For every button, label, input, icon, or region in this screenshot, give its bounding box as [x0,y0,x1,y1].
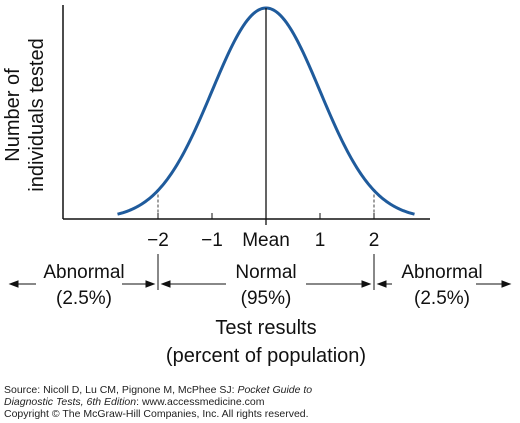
x-axis-label-line2: (percent of population) [166,345,366,367]
region-center-name: Normal [235,262,296,283]
copyright-line: Copyright © The McGraw-Hill Companies, I… [4,408,309,420]
region-left-pct: (2.5%) [56,288,112,309]
y-axis-label-line2: individuals tested [26,38,48,191]
region-right-pct: (2.5%) [414,288,470,309]
source-line-2: Diagnostic Tests, 6th Edition: www.acces… [4,396,265,408]
region-arrows [8,280,512,288]
region-center-pct: (95%) [241,288,292,309]
source-line-1: Source: Nicoll D, Lu CM, Pignone M, McPh… [4,384,313,396]
x-tick-label: −1 [201,230,223,251]
region-right-name: Abnormal [401,262,482,283]
x-axis-label-line1: Test results [215,317,316,339]
normal-distribution-chart: Number of individuals tested −2 −1 Mean 1 2 … [2,5,512,367]
x-tick-label: 1 [315,230,326,251]
region-left-name: Abnormal [43,262,124,283]
y-axis-label-line1: Number of [2,68,24,162]
x-tick-label: −2 [147,230,169,251]
source-citation: Source: Nicoll D, Lu CM, Pignone M, McPh… [4,384,312,420]
x-tick-label: Mean [242,230,290,251]
x-tick-label: 2 [369,230,380,251]
